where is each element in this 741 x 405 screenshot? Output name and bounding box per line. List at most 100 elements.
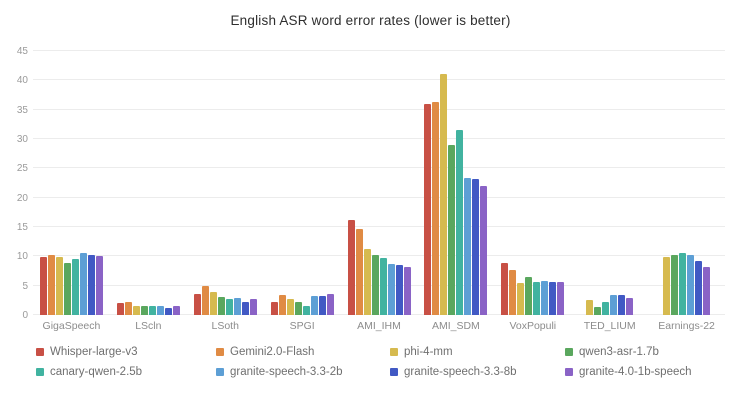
bar xyxy=(347,219,355,315)
bar-group-AMI_IHM xyxy=(341,51,418,315)
legend-label: qwen3-asr-1.7b xyxy=(579,346,659,358)
y-tick-label: 40 xyxy=(16,75,28,87)
x-axis-label: SPGI xyxy=(289,320,315,332)
bar xyxy=(294,301,302,315)
x-axis-label: VoxPopuli xyxy=(509,320,557,332)
x-axis-label: Earnings-22 xyxy=(658,320,715,332)
gridline xyxy=(33,50,725,51)
y-tick-label: 5 xyxy=(22,280,28,292)
bar xyxy=(509,269,517,315)
gridline xyxy=(33,167,725,169)
bar-group-SPGI xyxy=(264,51,341,315)
bar-groups xyxy=(33,51,725,315)
bar xyxy=(440,74,448,315)
x-axis-label: LScln xyxy=(135,320,162,332)
bar xyxy=(71,259,79,315)
legend-item: Gemini2.0-Flash xyxy=(216,345,390,359)
legend-item: granite-4.0-1b-speech xyxy=(565,365,726,379)
legend-label: granite-4.0-1b-speech xyxy=(579,366,692,378)
chart-title: English ASR word error rates (lower is b… xyxy=(230,13,511,28)
bar xyxy=(480,185,488,315)
bar xyxy=(525,277,533,315)
legend-swatch-icon xyxy=(216,368,224,376)
legend-swatch-icon xyxy=(36,348,44,356)
bar xyxy=(47,254,55,315)
gridline xyxy=(33,79,725,81)
bar xyxy=(278,295,286,315)
legend-label: Gemini2.0-Flash xyxy=(230,346,315,358)
legend-label: canary-qwen-2.5b xyxy=(50,366,143,378)
bar xyxy=(424,103,432,315)
bar xyxy=(501,263,509,315)
bar xyxy=(55,256,63,315)
legend-swatch-icon xyxy=(565,348,573,356)
y-tick-label: 10 xyxy=(16,251,28,263)
gridline xyxy=(33,255,725,257)
bar xyxy=(549,282,557,315)
bar xyxy=(249,298,257,315)
bar xyxy=(217,296,225,315)
legend-item: Whisper-large-v3 xyxy=(36,345,216,359)
bar xyxy=(140,305,148,315)
legend: Whisper-large-v3 Gemini2.0-Flash phi-4-mm q… xyxy=(36,345,726,379)
x-axis-label: AMI_IHM xyxy=(357,320,401,332)
y-tick-label: 35 xyxy=(16,104,28,116)
bar xyxy=(602,301,610,315)
bar xyxy=(456,130,464,315)
bar xyxy=(193,293,201,315)
x-axis-label: AMI_SDM xyxy=(431,320,480,332)
bar xyxy=(618,295,626,315)
bar xyxy=(448,144,456,315)
gridline xyxy=(33,284,725,286)
y-tick-label: 25 xyxy=(16,163,28,175)
legend-swatch-icon xyxy=(36,368,44,376)
legend-item: granite-speech-3.3-8b xyxy=(390,365,565,379)
bar-group-GigaSpeech xyxy=(33,51,110,315)
legend-label: phi-4-mm xyxy=(404,346,453,358)
legend-item: phi-4-mm xyxy=(390,345,565,359)
bar-group-Earnings-22 xyxy=(648,51,725,315)
bar xyxy=(464,178,472,315)
legend-label: granite-speech-3.3-8b xyxy=(404,366,517,378)
bar xyxy=(270,302,278,315)
bar xyxy=(379,257,387,315)
bar xyxy=(626,298,634,315)
bar xyxy=(39,256,47,315)
bar xyxy=(326,293,334,315)
bar xyxy=(363,248,371,315)
bar xyxy=(703,266,711,315)
bar xyxy=(225,298,233,315)
legend-item: qwen3-asr-1.7b xyxy=(565,345,726,359)
bar xyxy=(557,282,565,315)
bar xyxy=(318,295,326,315)
legend-swatch-icon xyxy=(390,368,398,376)
bar xyxy=(201,285,209,315)
bar xyxy=(233,298,241,315)
gridline xyxy=(33,314,725,315)
gridline xyxy=(33,226,725,227)
bar-group-VoxPopuli xyxy=(494,51,571,315)
bar xyxy=(472,178,480,315)
bar xyxy=(286,299,294,315)
bar xyxy=(594,306,602,315)
bar xyxy=(387,263,395,315)
bar-group-LSoth xyxy=(187,51,264,315)
bar xyxy=(403,267,411,315)
bar xyxy=(586,299,594,315)
x-axis-label: LSoth xyxy=(211,320,239,332)
bar xyxy=(172,306,180,315)
bar xyxy=(124,301,132,315)
bar-group-TED_LIUM xyxy=(571,51,648,315)
plot-area xyxy=(33,50,725,315)
bar xyxy=(541,280,549,315)
bar xyxy=(687,255,695,315)
bar xyxy=(148,306,156,315)
y-tick-label: 30 xyxy=(16,134,28,145)
gridline xyxy=(33,108,725,110)
bar-group-AMI_SDM xyxy=(417,51,494,315)
bar xyxy=(610,295,618,315)
legend-swatch-icon xyxy=(216,348,224,356)
bar xyxy=(132,305,140,315)
gridline xyxy=(33,196,725,198)
gridline xyxy=(33,138,725,139)
